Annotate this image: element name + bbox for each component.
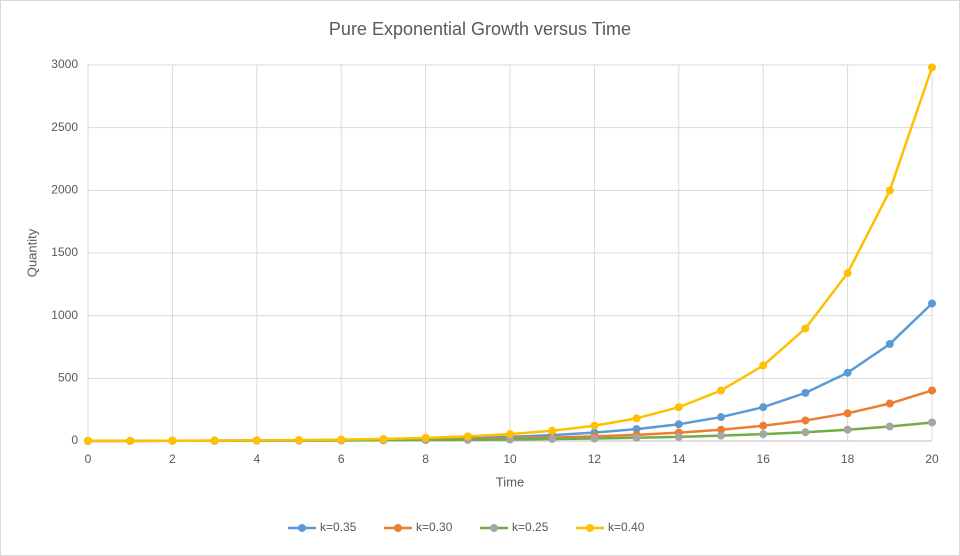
legend-label: k=0.25 — [512, 520, 549, 534]
data-point — [801, 324, 810, 333]
data-point — [759, 403, 768, 412]
data-point — [717, 413, 725, 422]
data-point — [843, 269, 852, 278]
x-tick-label: 14 — [672, 452, 686, 466]
y-tick-label: 3000 — [51, 57, 78, 71]
x-tick-label: 18 — [841, 452, 855, 466]
x-axis-title: Time — [496, 474, 524, 489]
legend-label: k=0.35 — [320, 520, 357, 534]
data-point — [548, 434, 557, 443]
x-tick-label: 0 — [85, 452, 92, 466]
legend-label: k=0.30 — [416, 520, 453, 534]
legend-label: k=0.40 — [608, 520, 645, 534]
data-point — [759, 430, 768, 439]
data-point — [84, 436, 92, 445]
x-tick-label: 8 — [422, 452, 429, 466]
data-point — [463, 432, 472, 441]
data-point — [885, 339, 894, 348]
y-tick-label: 500 — [58, 371, 78, 385]
x-tick-label: 10 — [503, 452, 517, 466]
chart-title: Pure Exponential Growth versus Time — [329, 19, 631, 39]
x-tick-label: 2 — [169, 452, 176, 466]
data-point — [548, 426, 557, 435]
y-tick-label: 0 — [71, 433, 78, 447]
legend-marker — [298, 524, 306, 532]
data-point — [421, 433, 430, 442]
data-point — [506, 430, 514, 439]
data-point — [590, 421, 599, 430]
data-point — [928, 63, 936, 72]
data-point — [843, 368, 852, 377]
data-point — [928, 418, 936, 427]
legend-marker — [490, 524, 498, 532]
data-point — [843, 409, 852, 418]
data-point — [632, 425, 641, 434]
data-point — [928, 386, 936, 395]
x-tick-label: 16 — [757, 452, 771, 466]
data-point — [759, 361, 768, 370]
data-point — [295, 436, 303, 445]
data-point — [674, 420, 683, 429]
data-point — [168, 436, 177, 445]
data-point — [885, 399, 894, 408]
x-tick-label: 12 — [588, 452, 602, 466]
y-tick-label: 2500 — [51, 120, 78, 134]
y-tick-label: 2000 — [51, 183, 78, 197]
x-tick-label: 6 — [338, 452, 345, 466]
y-axis-title: Quantity — [24, 228, 39, 277]
data-point — [801, 416, 810, 425]
data-point — [632, 433, 641, 442]
data-point — [759, 421, 768, 430]
legend-marker — [586, 524, 594, 532]
data-point — [674, 403, 683, 412]
data-point — [379, 434, 388, 443]
data-point — [928, 299, 936, 308]
data-point — [590, 434, 599, 443]
data-point — [717, 386, 725, 395]
data-point — [126, 436, 135, 445]
data-point — [717, 431, 725, 440]
y-tick-label: 1500 — [51, 245, 78, 259]
data-point — [885, 422, 894, 431]
data-point — [843, 425, 852, 434]
data-point — [885, 186, 894, 195]
data-point — [717, 425, 725, 434]
data-point — [801, 428, 810, 437]
data-point — [632, 414, 641, 423]
x-tick-label: 20 — [925, 452, 939, 466]
x-tick-label: 4 — [253, 452, 260, 466]
legend-marker — [394, 524, 402, 532]
data-point — [252, 436, 261, 445]
data-point — [337, 435, 346, 444]
data-point — [674, 432, 683, 441]
y-tick-label: 1000 — [51, 308, 78, 322]
data-point — [801, 388, 810, 397]
data-point — [210, 436, 219, 445]
